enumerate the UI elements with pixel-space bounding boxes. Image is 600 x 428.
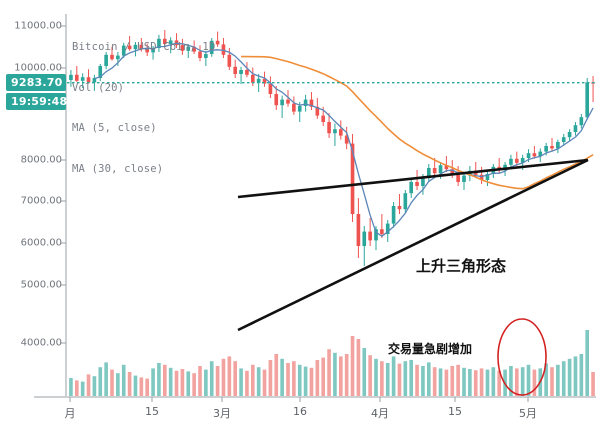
price-axis-label: 5000.00 xyxy=(20,279,62,291)
price-axis-label: 10000.00 xyxy=(14,62,62,74)
time-axis-label: 5月 xyxy=(519,407,537,420)
countdown-badge[interactable]: 19:59:48 xyxy=(6,92,67,110)
time-axis-label: 16 xyxy=(293,405,307,418)
price-axis-label: 7000.00 xyxy=(20,195,62,207)
price-axis-label: 8000.00 xyxy=(20,154,62,166)
legend-volume: Vol (20) xyxy=(72,81,125,94)
time-axis-label: 月 xyxy=(64,407,76,420)
volume-surge-label: 交易量急剧增加 xyxy=(388,342,473,356)
chart-legend: Bitcoin / USD Coin, 1D Vol (20) MA (5, c… xyxy=(72,14,215,203)
price-axis: 11000.00 10000.00 8000.00 7000.00 6000.00 500… xyxy=(0,0,62,428)
time-axis-label: 15 xyxy=(448,405,462,418)
price-axis-label: 4000.00 xyxy=(20,337,62,349)
price-axis-label: 11000.00 xyxy=(14,20,62,32)
price-axis-label: 6000.00 xyxy=(20,237,62,249)
current-price-badge[interactable]: 9283.70 xyxy=(6,73,66,91)
legend-ma30: MA (30, close) xyxy=(72,162,164,175)
time-axis: 月 15 3月 16 4月 15 5月 xyxy=(0,402,600,428)
legend-ma5: MA (5, close) xyxy=(72,122,157,134)
ascending-triangle-label: 上升三角形态 xyxy=(416,257,507,275)
time-axis-label: 15 xyxy=(145,405,159,418)
legend-symbol: Bitcoin / USD Coin, 1D xyxy=(72,41,216,53)
time-axis-label: 4月 xyxy=(371,407,389,420)
time-axis-label: 3月 xyxy=(213,407,231,420)
